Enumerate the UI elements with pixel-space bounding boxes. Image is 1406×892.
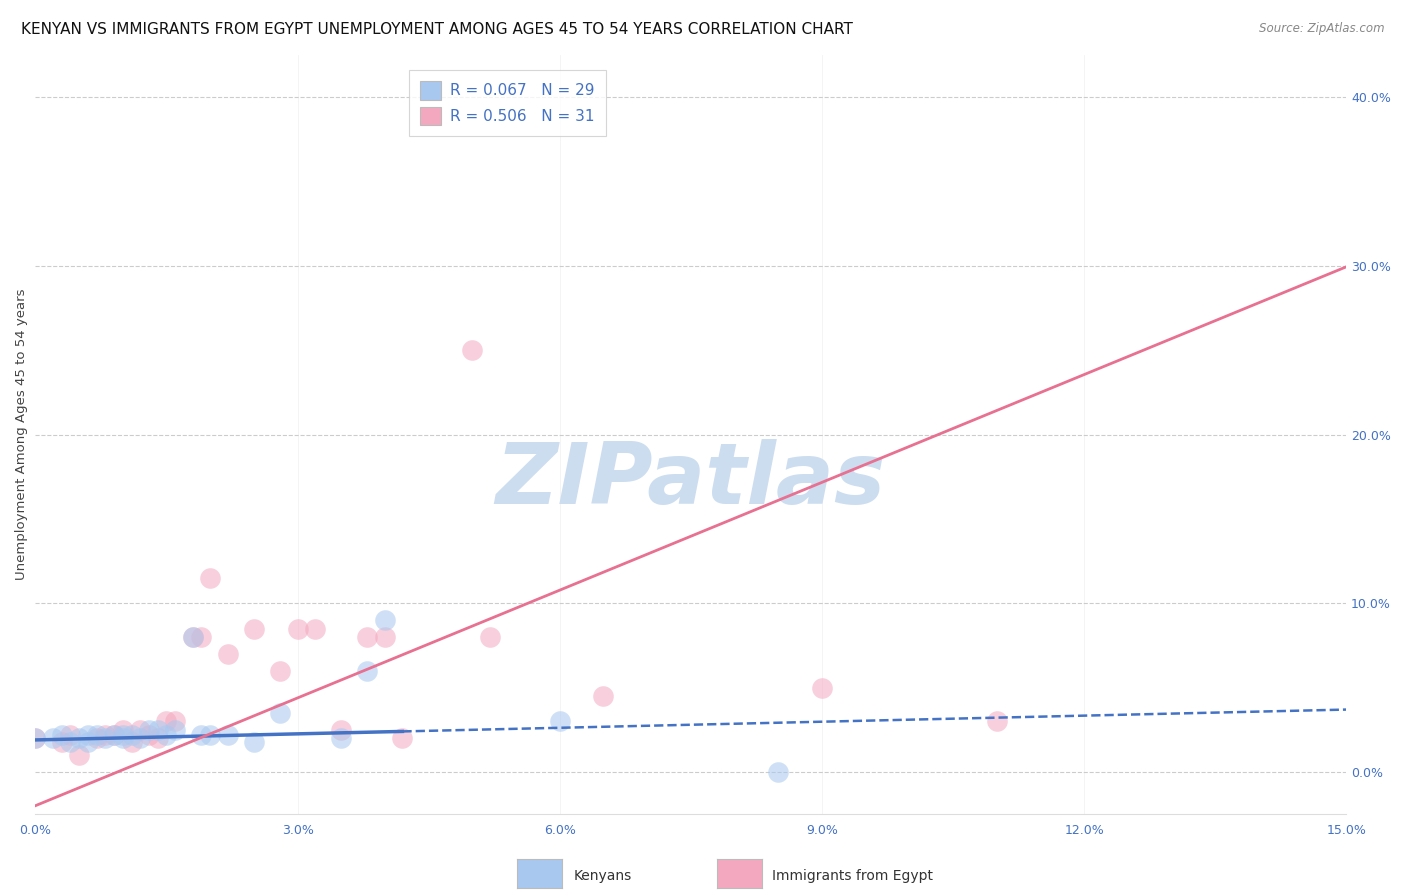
- Point: [94, 728, 117, 742]
- Point: [391, 731, 413, 746]
- Point: [129, 723, 152, 737]
- Point: [356, 630, 378, 644]
- Point: [374, 630, 396, 644]
- Point: [138, 723, 160, 737]
- Point: [111, 723, 134, 737]
- Point: [42, 731, 65, 746]
- Point: [67, 731, 90, 746]
- Point: [59, 728, 82, 742]
- Point: [243, 622, 266, 636]
- Point: [243, 734, 266, 748]
- Point: [181, 630, 204, 644]
- Point: [217, 728, 239, 742]
- Text: KENYAN VS IMMIGRANTS FROM EGYPT UNEMPLOYMENT AMONG AGES 45 TO 54 YEARS CORRELATI: KENYAN VS IMMIGRANTS FROM EGYPT UNEMPLOY…: [21, 22, 853, 37]
- Point: [217, 647, 239, 661]
- Point: [111, 728, 134, 742]
- Point: [146, 723, 169, 737]
- Point: [86, 728, 108, 742]
- Point: [269, 706, 291, 720]
- Point: [986, 714, 1008, 729]
- Point: [592, 689, 614, 703]
- Point: [548, 714, 571, 729]
- Point: [811, 681, 834, 695]
- Point: [138, 728, 160, 742]
- Point: [76, 734, 98, 748]
- Point: [304, 622, 326, 636]
- Point: [190, 728, 212, 742]
- Point: [766, 764, 789, 779]
- Text: Immigrants from Egypt: Immigrants from Egypt: [772, 869, 934, 883]
- Point: [165, 723, 187, 737]
- Point: [330, 731, 353, 746]
- Point: [121, 734, 143, 748]
- Point: [461, 343, 484, 358]
- Point: [24, 731, 46, 746]
- Point: [198, 728, 221, 742]
- Point: [269, 664, 291, 678]
- Point: [190, 630, 212, 644]
- Point: [103, 728, 125, 742]
- Point: [51, 728, 73, 742]
- Point: [287, 622, 309, 636]
- Point: [478, 630, 501, 644]
- Text: Source: ZipAtlas.com: Source: ZipAtlas.com: [1260, 22, 1385, 36]
- Point: [129, 731, 152, 746]
- Point: [155, 728, 177, 742]
- Point: [374, 613, 396, 627]
- Point: [181, 630, 204, 644]
- Point: [111, 731, 134, 746]
- Point: [356, 664, 378, 678]
- Point: [24, 731, 46, 746]
- Point: [198, 571, 221, 585]
- Legend: R = 0.067   N = 29, R = 0.506   N = 31: R = 0.067 N = 29, R = 0.506 N = 31: [409, 70, 606, 136]
- Point: [165, 714, 187, 729]
- Point: [155, 714, 177, 729]
- Point: [51, 734, 73, 748]
- Point: [59, 734, 82, 748]
- Point: [76, 728, 98, 742]
- Y-axis label: Unemployment Among Ages 45 to 54 years: Unemployment Among Ages 45 to 54 years: [15, 289, 28, 581]
- Point: [146, 731, 169, 746]
- Point: [94, 731, 117, 746]
- Point: [103, 728, 125, 742]
- Point: [330, 723, 353, 737]
- Point: [86, 731, 108, 746]
- Point: [67, 748, 90, 763]
- Point: [121, 728, 143, 742]
- Text: ZIPatlas: ZIPatlas: [496, 439, 886, 522]
- Text: Kenyans: Kenyans: [574, 869, 631, 883]
